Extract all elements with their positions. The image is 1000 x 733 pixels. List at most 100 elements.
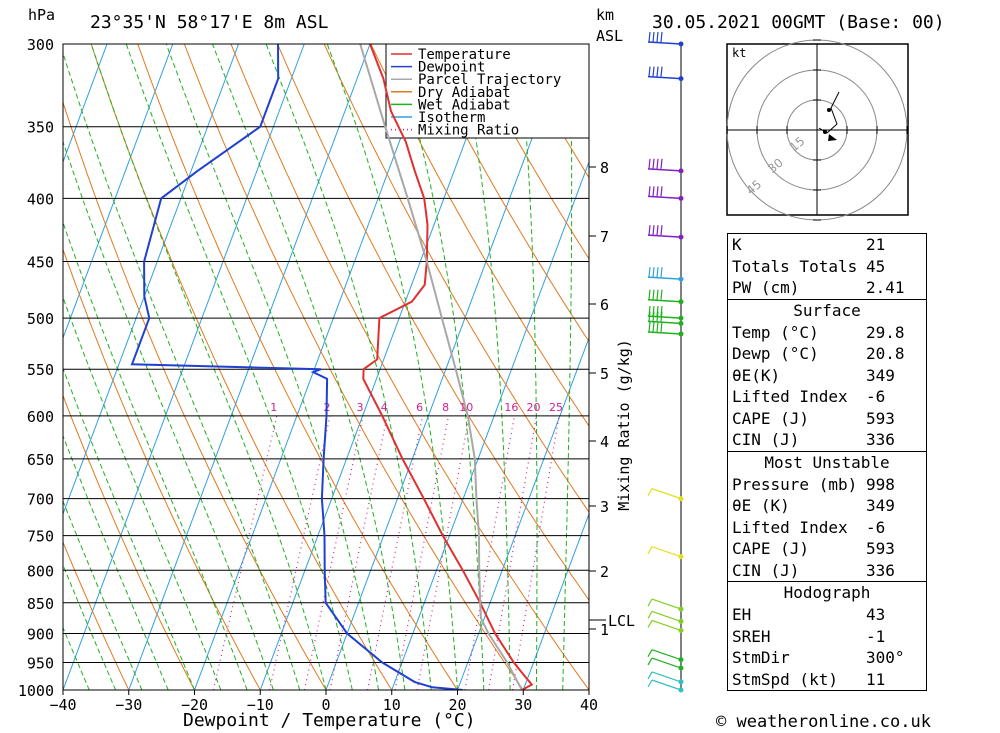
index-value: -6 [866, 517, 886, 537]
index-label: PW (cm) [732, 278, 800, 297]
wind-barb-staff [651, 679, 682, 691]
wind-barb-flag [647, 598, 653, 607]
wind-barb [647, 321, 684, 337]
index-value: 21 [866, 235, 886, 254]
km-tick-label: 4 [600, 433, 609, 451]
legend-label: Parcel Trajectory [418, 72, 561, 88]
wind-barb-flag [652, 186, 655, 197]
wet-adiabat-line [392, 44, 485, 690]
wind-barb-staff [647, 234, 682, 238]
index-label: StmSpd (kt) [732, 669, 838, 689]
km-tick-label: 7 [600, 228, 609, 246]
index-label: CAPE (J) [732, 539, 810, 558]
index-row: Lifted Index -6 [728, 386, 926, 408]
wind-barb-flag [660, 311, 663, 322]
pressure-tick-label: 750 [27, 528, 54, 546]
wind-barb-flag [656, 311, 659, 322]
wind-barb-flag [660, 225, 663, 236]
index-value: 20.8 [866, 344, 905, 363]
wind-barb [647, 619, 684, 633]
index-row: StmDir 300° [728, 647, 926, 669]
index-value: 349 [866, 365, 895, 385]
index-row: StmSpd (kt) 11 [728, 669, 926, 691]
index-label: Lifted Index [732, 387, 848, 406]
pressure-tick-label: 450 [27, 254, 54, 272]
wind-barb-flag [648, 186, 651, 197]
wind-barb-flag [652, 31, 655, 43]
index-value: -1 [866, 626, 886, 646]
index-row: Dewp (°C) 20.8 [728, 343, 926, 365]
wind-barb-flag [647, 657, 653, 666]
x-tick-label: 20 [448, 696, 466, 714]
x-axis-title: Dewpoint / Temperature (°C) [183, 710, 476, 731]
index-label: Temp (°C) [732, 322, 819, 342]
wet-adiabat-line [63, 140, 274, 690]
index-label: CIN (J) [732, 560, 800, 580]
wind-barb [647, 31, 684, 47]
wind-barb-flag [656, 158, 659, 169]
wind-barb-staff [647, 168, 682, 172]
index-value: 593 [866, 539, 895, 558]
height-unit-asl: ASL [596, 27, 624, 45]
hodograph-point [823, 130, 827, 134]
hodograph-title: Hodograph [783, 583, 871, 602]
wind-barb-staff [651, 546, 682, 558]
wind-barb-flag [647, 611, 653, 619]
legend-label: Dewpoint [418, 60, 485, 76]
km-tick-label: 1 [600, 621, 609, 639]
wind-barb-flag [656, 267, 659, 278]
wind-barb-flag [652, 289, 655, 300]
wind-barb-staff [647, 298, 682, 303]
dry-adiabat-line [463, 44, 589, 260]
x-tick-label: 10 [383, 696, 401, 714]
wind-barb-flag [656, 186, 659, 197]
pressure-tick-label: 600 [27, 408, 54, 426]
wind-barb [647, 610, 684, 624]
mixing-ratio-label: 25 [549, 401, 563, 414]
wind-barb-flag [647, 546, 653, 554]
wet-adiabat-line [63, 563, 117, 690]
wind-barb-flag [652, 158, 655, 169]
x-tick-label: 30 [514, 696, 532, 714]
index-row-pw: PW (cm) 2.41 [728, 277, 926, 299]
index-label: Dewp (°C) [732, 344, 819, 363]
wind-barb-flag [660, 321, 663, 333]
index-row: Temp (°C) 29.8 [728, 322, 926, 344]
storm-motion-marker [828, 134, 837, 141]
wind-barb-flag [648, 225, 651, 236]
wind-barb-flag [647, 649, 653, 657]
wind-barb-flag [652, 66, 655, 77]
km-tick-label: 5 [600, 365, 609, 383]
index-row: SREH -1 [728, 626, 926, 648]
wind-barb-flag [652, 225, 655, 236]
x-tick-label: 40 [580, 696, 598, 714]
wind-barb-flag [660, 31, 663, 43]
index-value: -6 [866, 387, 886, 406]
wind-barb-staff [647, 331, 682, 335]
index-value: 2.41 [866, 278, 905, 297]
temperature-line [362, 44, 534, 690]
wind-barb [647, 649, 684, 663]
datetime-label: 30.05.2021 00GMT (Base: 00) [652, 12, 945, 33]
pressure-tick-label: 700 [27, 491, 54, 509]
height-unit-km: km [596, 6, 615, 24]
wind-barb-flag [652, 267, 655, 278]
wind-barb-flag [647, 679, 653, 688]
wind-barb-flag [648, 289, 651, 300]
x-tick-label: −30 [115, 696, 142, 714]
wind-barb-flag [656, 321, 659, 333]
legend-label: Mixing Ratio [418, 123, 519, 139]
wind-barb-staff [651, 619, 682, 632]
wind-barb-flag [648, 321, 651, 333]
index-label: StmDir [732, 648, 790, 667]
wet-adiabat-line [63, 499, 143, 690]
index-label: θE (K) [732, 496, 790, 515]
mixing-ratio-axis-title: Mixing Ratio (g/kg) [615, 339, 633, 511]
x-tick-label: −40 [49, 696, 76, 714]
isotherm-line [457, 336, 589, 690]
wind-barb-staff [647, 195, 682, 200]
pressure-tick-label: 300 [27, 36, 54, 54]
legend-label: Wet Adiabat [418, 97, 511, 113]
mixing-ratio-label: 8 [442, 401, 449, 414]
wind-barb-flag [647, 620, 653, 628]
